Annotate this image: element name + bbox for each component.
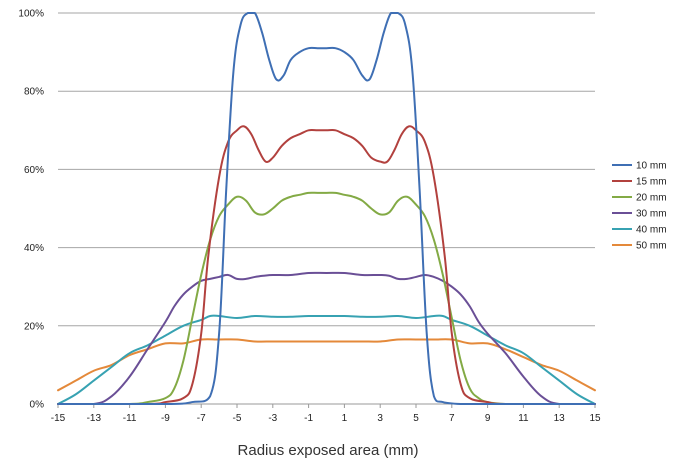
legend-label: 40 mm	[636, 225, 667, 236]
x-tick-label: 1	[342, 413, 348, 424]
y-tick-label: 60%	[24, 165, 44, 176]
legend-label: 20 mm	[636, 193, 667, 204]
x-tick-label: 7	[449, 413, 455, 424]
legend: 10 mm 15 mm 20 mm 30 mm 40 mm 50 mm	[612, 161, 667, 252]
x-tick-label: 9	[485, 413, 491, 424]
y-tick-label: 100%	[18, 9, 44, 20]
x-tick-label: -1	[304, 413, 313, 424]
y-tick-label: 40%	[24, 243, 44, 254]
legend-label: 50 mm	[636, 241, 667, 252]
x-tick-label: 3	[377, 413, 383, 424]
series-line-10-mm	[57, 11, 596, 405]
x-tick-label: -5	[233, 413, 242, 424]
series-line-30-mm	[57, 271, 596, 405]
x-tick-label: -11	[123, 413, 137, 424]
x-tick-label: 11	[518, 413, 529, 424]
gridlines	[58, 12, 595, 405]
x-tick-label: -13	[87, 413, 102, 424]
x-tick-label: -3	[268, 413, 277, 424]
x-axis-title: Radius exposed area (mm)	[238, 442, 419, 459]
x-tick-label: -9	[161, 413, 170, 424]
x-tick-label: -15	[51, 413, 66, 424]
legend-label: 10 mm	[636, 161, 667, 172]
x-tick-label: 15	[589, 413, 601, 424]
x-tick-label: 5	[413, 413, 419, 424]
x-tick-label: -7	[197, 413, 206, 424]
series-line-40-mm	[57, 314, 596, 405]
y-axis-ticks: 0% 20% 40% 60% 80% 100%	[18, 9, 44, 411]
series-line-20-mm	[57, 191, 596, 406]
legend-label: 15 mm	[636, 177, 667, 188]
y-tick-label: 80%	[24, 87, 44, 98]
series-lines	[57, 11, 596, 406]
y-tick-label: 20%	[24, 321, 44, 332]
x-axis-ticks: -15 -13 -11 -9 -7 -5 -3 -1 1 3 5 7 9 11 13 15	[51, 404, 601, 424]
x-tick-label: 13	[554, 413, 566, 424]
legend-label: 30 mm	[636, 209, 667, 220]
series-line-15-mm	[57, 125, 596, 406]
y-tick-label: 0%	[30, 400, 45, 411]
